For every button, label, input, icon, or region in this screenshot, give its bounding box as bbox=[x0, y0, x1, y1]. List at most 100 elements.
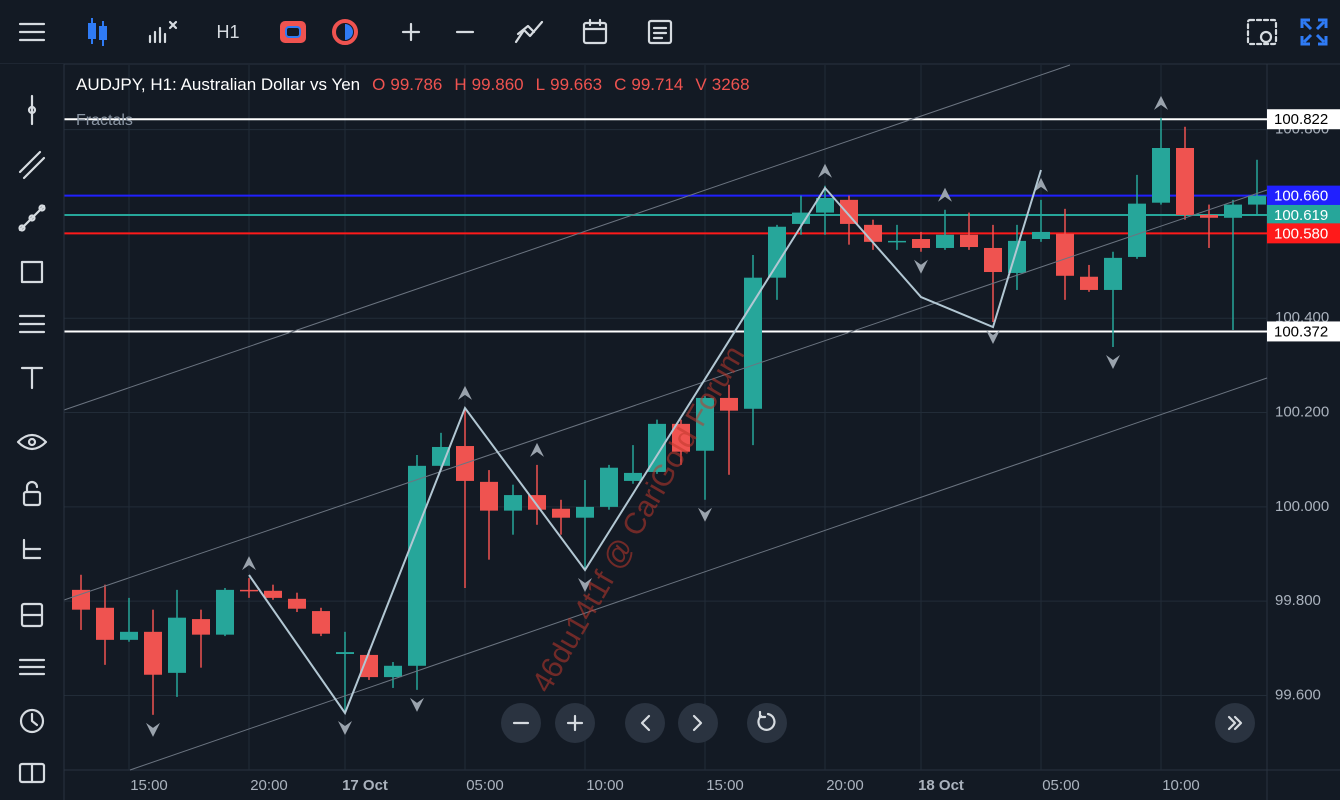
channel-middle bbox=[63, 189, 1268, 601]
eye-tool[interactable] bbox=[16, 433, 48, 451]
candle-body bbox=[432, 446, 450, 466]
legend-key: H bbox=[454, 75, 466, 94]
candle-body bbox=[792, 212, 810, 224]
candle-body bbox=[960, 234, 978, 248]
candle-body bbox=[888, 240, 906, 243]
candle-body bbox=[816, 197, 834, 213]
x-tick-label: 20:00 bbox=[826, 777, 864, 794]
candle-body bbox=[984, 247, 1002, 273]
x-tick-label: 15:00 bbox=[130, 777, 168, 794]
fullscreen-button[interactable] bbox=[1300, 18, 1328, 46]
candle-body bbox=[96, 607, 114, 640]
candle-body bbox=[840, 199, 858, 224]
price-tag-label: 100.822 bbox=[1274, 111, 1328, 128]
layers-tool[interactable] bbox=[20, 602, 44, 628]
fractal-down bbox=[410, 697, 424, 712]
candle-body bbox=[864, 224, 882, 242]
candle-body bbox=[336, 652, 354, 654]
price-tag-label: 100.619 bbox=[1274, 207, 1328, 224]
price-tag bbox=[1267, 185, 1340, 206]
candle-body bbox=[72, 589, 90, 610]
left-bar bbox=[0, 64, 64, 800]
candle-body bbox=[480, 481, 498, 511]
y-tick-label: 99.600 bbox=[1275, 686, 1321, 703]
x-tick-label: 05:00 bbox=[466, 777, 504, 794]
x-tick-label: 10:00 bbox=[1162, 777, 1200, 794]
candle-body bbox=[768, 226, 786, 278]
candle-body bbox=[576, 506, 594, 518]
tree-tool[interactable] bbox=[22, 538, 42, 560]
price-tag bbox=[1267, 321, 1340, 342]
indicators-button[interactable] bbox=[148, 20, 178, 44]
legend-key: L bbox=[536, 75, 545, 94]
nav-left[interactable] bbox=[625, 703, 665, 743]
legend: AUDJPY, H1: Australian Dollar vs Yen O 99.… bbox=[76, 75, 750, 94]
candle-body bbox=[600, 467, 618, 507]
menu-button[interactable] bbox=[18, 22, 46, 42]
fractal-up bbox=[458, 385, 472, 400]
legend-value: 99.663 bbox=[550, 75, 602, 94]
candle-body bbox=[264, 590, 282, 598]
candle-body bbox=[1080, 276, 1098, 290]
screenshot-button[interactable] bbox=[1246, 18, 1278, 46]
fractal-up bbox=[1034, 177, 1048, 192]
nav-icons bbox=[512, 710, 1243, 732]
replay-button[interactable] bbox=[332, 19, 358, 45]
chart-type-button[interactable] bbox=[88, 18, 107, 46]
fractal-down bbox=[914, 259, 928, 274]
candle-body bbox=[408, 465, 426, 666]
candle-body bbox=[1248, 195, 1266, 205]
drawing-button[interactable] bbox=[514, 20, 544, 44]
fib-tool[interactable] bbox=[18, 314, 46, 334]
legend-value: 99.714 bbox=[631, 75, 683, 94]
candle-body bbox=[624, 472, 642, 481]
x-tick-label: 15:00 bbox=[706, 777, 744, 794]
fractal-up bbox=[1154, 95, 1168, 110]
interval-button[interactable]: H1 bbox=[216, 22, 239, 42]
fractal-down bbox=[338, 720, 352, 735]
candle-body bbox=[912, 239, 930, 248]
fractal-down bbox=[146, 722, 160, 737]
fractal-down bbox=[1106, 355, 1120, 369]
left-tools bbox=[16, 94, 48, 784]
nav-reset[interactable] bbox=[747, 703, 787, 743]
x-tick-label: 10:00 bbox=[586, 777, 624, 794]
notes-button[interactable] bbox=[647, 19, 673, 45]
path-tool[interactable] bbox=[18, 204, 46, 232]
calendar-button[interactable] bbox=[582, 18, 608, 45]
zigzag bbox=[248, 169, 1042, 716]
compare-button[interactable] bbox=[280, 21, 306, 43]
fractal-down bbox=[986, 330, 1000, 345]
indicator-label: Fractals bbox=[76, 112, 133, 129]
candle-body bbox=[288, 598, 306, 609]
zoom-in-button[interactable] bbox=[401, 22, 421, 42]
list-tool[interactable] bbox=[18, 658, 46, 676]
candle-body bbox=[672, 423, 690, 452]
legend-value: 99.786 bbox=[390, 75, 442, 94]
trendline-tool[interactable] bbox=[18, 150, 46, 180]
candle-body bbox=[1152, 147, 1170, 203]
candle-body bbox=[552, 508, 570, 518]
candle-body bbox=[1032, 231, 1050, 240]
history-tool[interactable] bbox=[19, 708, 45, 734]
legend-key: C bbox=[614, 75, 626, 94]
lock-tool[interactable] bbox=[22, 480, 42, 507]
price-tag bbox=[1267, 109, 1340, 130]
candle-body bbox=[192, 619, 210, 635]
candle-body bbox=[648, 423, 666, 472]
layout-tool[interactable] bbox=[18, 762, 46, 784]
candle-body bbox=[240, 589, 258, 592]
nav-right[interactable] bbox=[678, 703, 718, 743]
cursor-tool[interactable] bbox=[27, 94, 37, 126]
candle-body bbox=[384, 665, 402, 678]
price-tag-label: 100.660 bbox=[1274, 188, 1328, 205]
text-tool[interactable] bbox=[20, 366, 44, 390]
candle-body bbox=[360, 654, 378, 678]
candle-body bbox=[1056, 233, 1074, 276]
shape-tool[interactable] bbox=[20, 260, 44, 284]
channel-lower bbox=[129, 377, 1268, 771]
candle-body bbox=[720, 397, 738, 411]
fractal-up bbox=[938, 187, 952, 202]
